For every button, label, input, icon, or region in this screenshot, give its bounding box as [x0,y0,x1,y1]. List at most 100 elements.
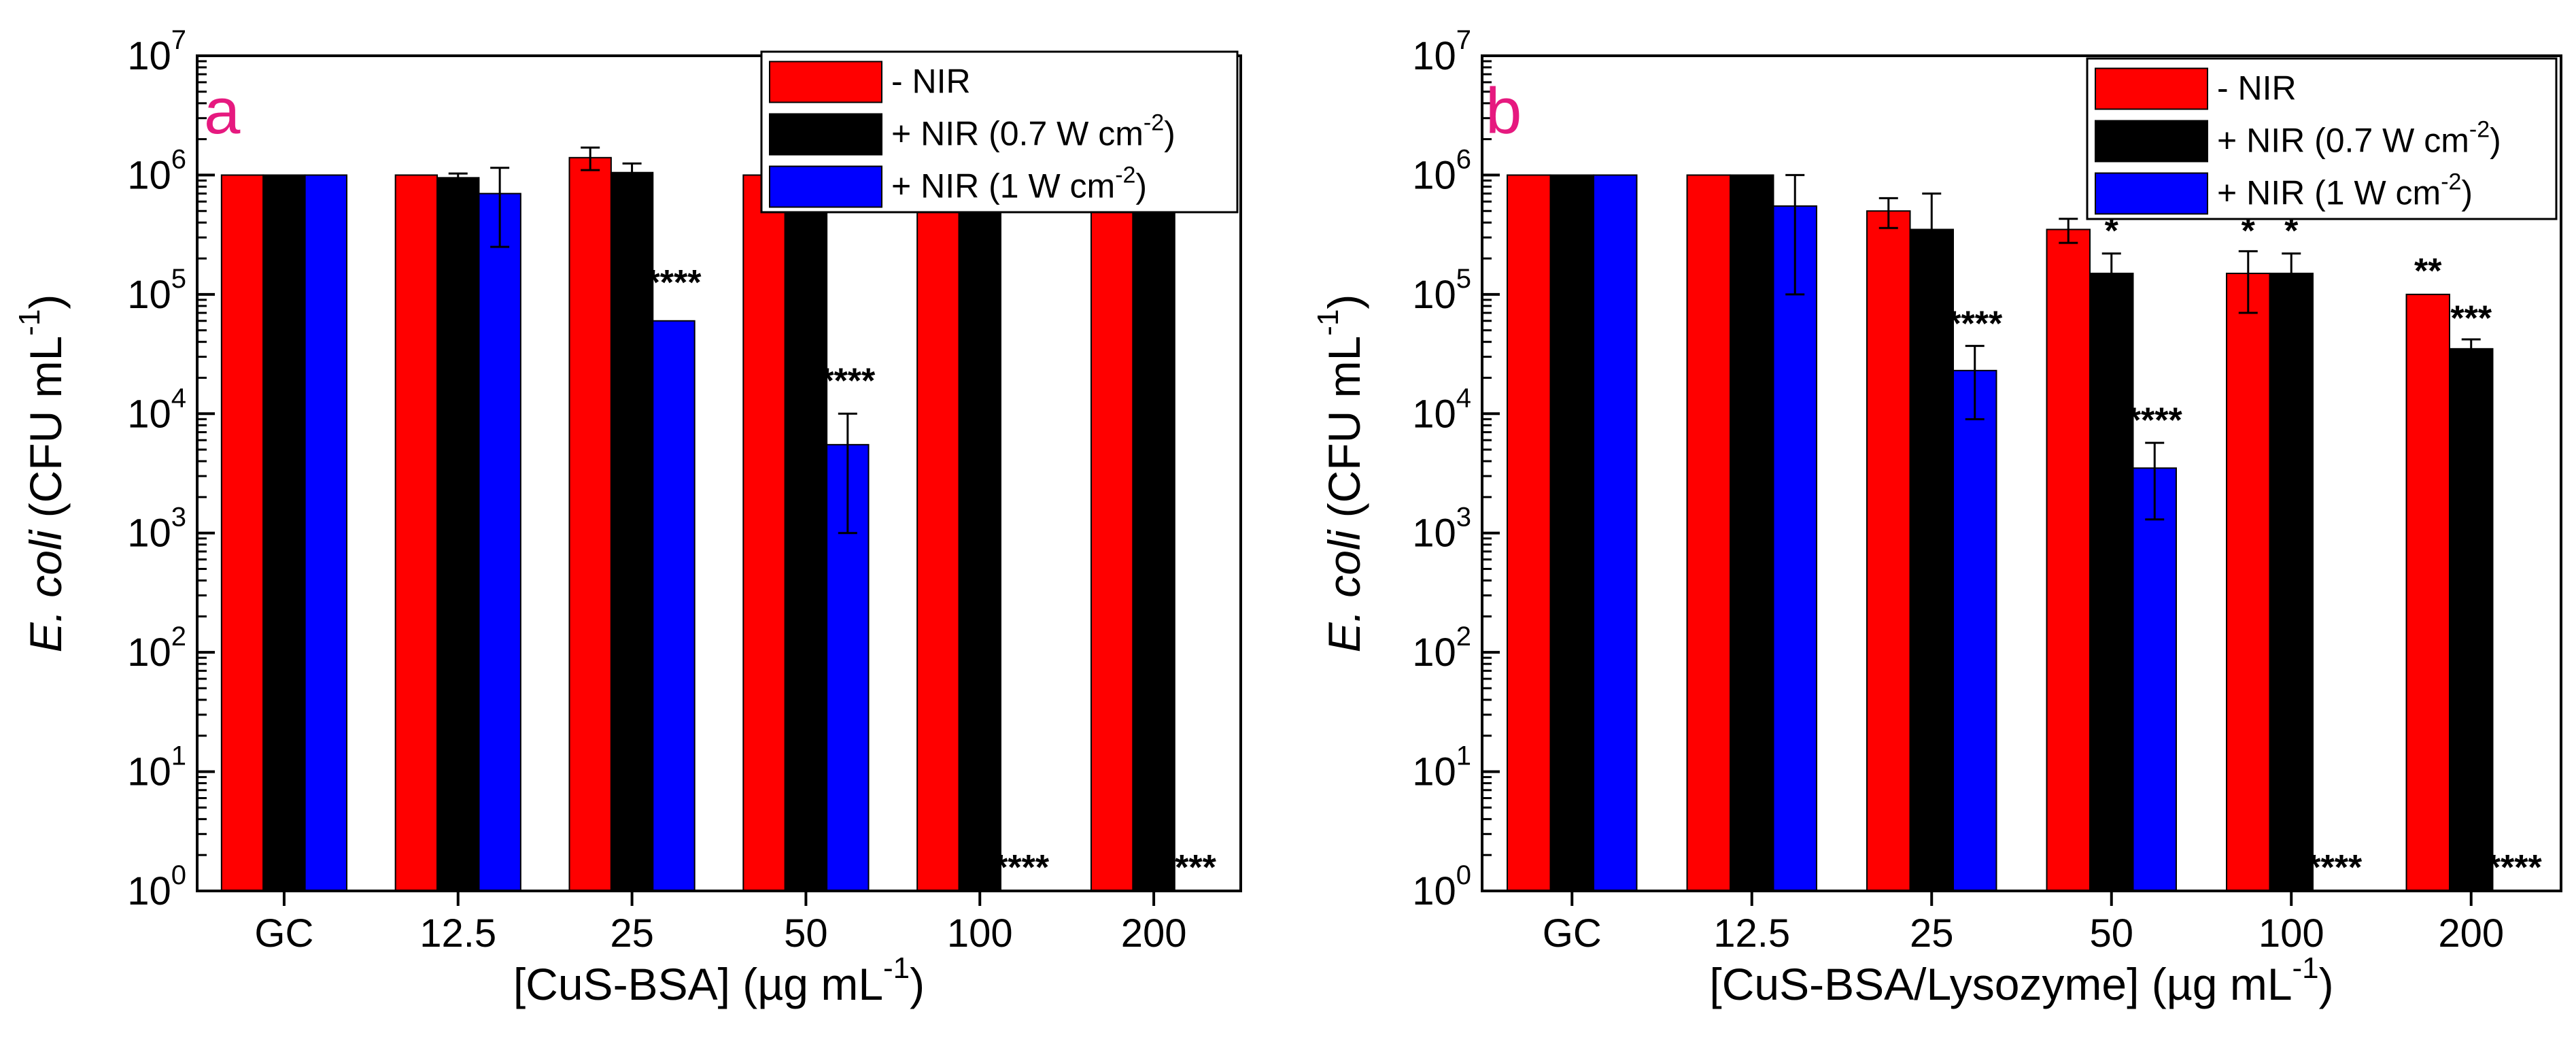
bar-100-series-1 [916,174,960,892]
bar-100-series-2 [2269,272,2314,892]
error-bar-50-series-1 [2059,218,2078,244]
bar-12.5-series-3 [1772,205,1817,892]
x-tick-label-100: 100 [2259,911,2324,956]
significance-label-3: **** [2127,401,2183,440]
x-tick-label-12.5: 12.5 [1713,911,1790,956]
y-tick-label-1e4: 104 [1412,383,1471,436]
bar-200-series-1 [2405,293,2451,892]
y-tick-label-1e6: 106 [1412,144,1471,197]
significance-label-3: **** [994,848,1050,888]
significance-label-7: ** [2414,252,2442,291]
error-bar-25-series-1 [581,146,600,171]
error-bar-100-series-2 [2282,252,2301,307]
y-tick-label-1e7: 107 [1412,25,1471,78]
legend-label-2: + NIR (0.7 W cm-2) [2217,117,2501,160]
x-tick-label-25: 25 [1910,911,1954,956]
error-bar-12.5-series-3 [490,167,510,248]
x-tick-label-100: 100 [947,911,1013,956]
x-tick-label-GC: GC [1543,911,1602,956]
panel-letter: b [1486,75,1522,148]
error-bar-25-series-3 [1965,345,1985,420]
bar-12.5-series-1 [394,174,439,892]
significance-label-1: **** [647,263,702,303]
bar-GC-series-1 [1507,174,1551,892]
significance-label-4: * [2242,212,2256,251]
bar-12.5-series-3 [478,192,521,892]
error-bar-100-series-1 [2238,250,2258,314]
significance-label-5: * [2284,212,2299,251]
panel-b-chart: 100 101 102 103 104 105 106 107 GC 12.5 25 50 100 200… [1311,25,2562,1009]
legend: - NIR + NIR (0.7 W cm-2) + NIR (1 W cm-2) [760,50,1239,214]
y-axis-title: E. coli (CFU mL-1) [1311,294,1369,653]
y-tick-label-1e3: 103 [1412,503,1471,556]
error-bar-25-series-1 [1878,197,1898,229]
x-tick-label-50: 50 [784,911,828,956]
y-tick-label-1e1: 101 [1412,741,1471,794]
error-bar-12.5-series-2 [448,172,468,184]
bar-200-series-1 [1090,187,1134,892]
bar-50-series-1 [742,174,786,892]
x-axis-title: [CuS-BSA] (µg mL-1) [513,951,925,1009]
bar-200-series-2 [2449,348,2494,892]
legend-label-1: - NIR [891,63,971,101]
y-tick-label-1e7: 107 [127,25,186,78]
y-tick-label-1e0: 100 [127,860,186,913]
bar-100-series-1 [2226,272,2271,892]
bar-25-series-1 [1866,210,1911,892]
significance-label-6: **** [2307,848,2363,888]
bar-12.5-series-1 [1686,174,1732,892]
bar-25-series-3 [1952,369,1997,892]
legend-swatch-3 [769,165,882,208]
bar-GC-series-2 [1549,174,1594,892]
bar-GC-series-3 [1592,174,1638,892]
legend-label-1: - NIR [2217,69,2297,107]
error-bar-50-series-3 [2145,441,2165,521]
legend-label-2: + NIR (0.7 W cm-2) [891,110,1175,153]
significance-label-1: **** [1947,305,2003,344]
x-tick-label-50: 50 [2089,911,2133,956]
x-axis-title: [CuS-BSA/Lysozyme] (µg mL-1) [1709,951,2333,1009]
legend: - NIR + NIR (0.7 W cm-2) + NIR (1 W cm-2) [2086,57,2558,220]
bar-25-series-2 [610,171,654,892]
bar-50-series-3 [2132,467,2177,892]
error-bar-25-series-2 [622,162,642,185]
error-bar-200-series-2 [2461,338,2481,362]
bar-25-series-3 [652,320,695,892]
error-bar-12.5-series-3 [1785,173,1805,296]
x-tick-label-GC: GC [254,911,313,956]
x-tick-label-200: 200 [2438,911,2504,956]
legend-swatch-1 [769,61,882,103]
x-tick-label-200: 200 [1121,911,1187,956]
error-bar-50-series-3 [838,412,857,535]
legend-label-3: + NIR (1 W cm-2) [2217,169,2473,212]
error-bar-50-series-2 [2101,252,2121,307]
y-axis-ticks [1482,54,1500,892]
bar-200-series-2 [1132,192,1175,892]
plot-frame [1481,54,2562,892]
y-tick-label-1e0: 100 [1412,860,1471,913]
y-axis-title: E. coli (CFU mL-1) [13,294,71,653]
significance-label-4: *** [1175,848,1216,888]
bar-25-series-1 [568,156,612,892]
legend-label-3: + NIR (1 W cm-2) [891,163,1147,205]
panel-a-chart: 100 101 102 103 104 105 106 107 GC 12.5 25 50 100 200… [13,25,1242,1009]
y-tick-label-1e5: 105 [127,264,186,317]
y-tick-label-1e2: 102 [1412,622,1471,675]
x-tick-label-25: 25 [610,911,654,956]
bar-12.5-series-2 [436,177,480,892]
bar-12.5-series-2 [1730,174,1774,892]
plot-frame [196,54,1242,892]
y-tick-label-1e4: 104 [127,383,186,436]
significance-label-2: **** [820,361,876,401]
bar-50-series-2 [2089,272,2134,892]
x-tick-label-12.5: 12.5 [419,911,496,956]
y-axis-ticks [197,54,215,892]
legend-swatch-1 [2095,67,2208,110]
significance-label-8: *** [2450,299,2492,339]
y-tick-label-1e2: 102 [127,622,186,675]
bar-GC-series-2 [262,174,306,892]
legend-swatch-2 [769,113,882,156]
significance-label-9: **** [2487,848,2543,888]
bar-50-series-2 [784,191,828,892]
